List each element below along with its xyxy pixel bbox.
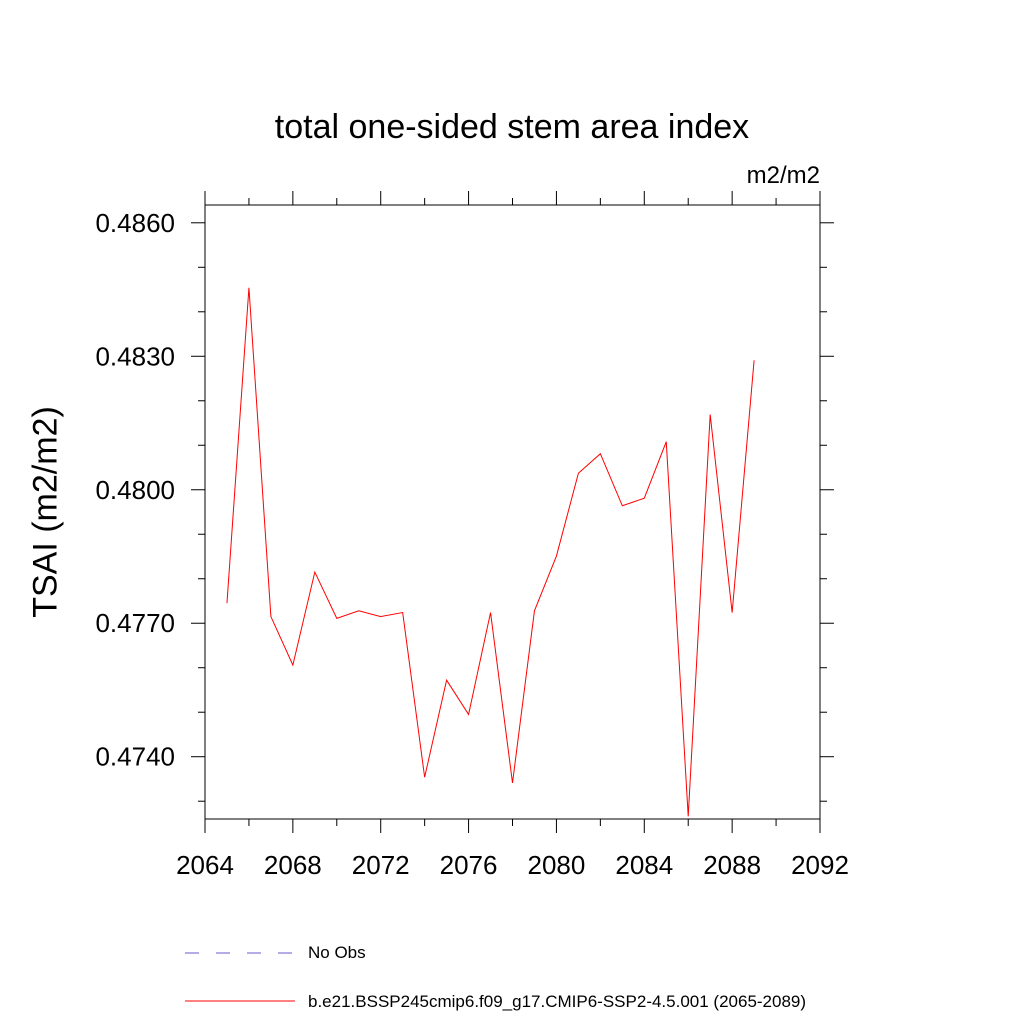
legend-label-series: b.e21.BSSP245cmip6.f09_g17.CMIP6-SSP2-4.…: [308, 992, 807, 1011]
x-axis: 2064 2068 2072 2076 2080 2084 2088 2092: [176, 191, 849, 880]
x-tick-label-2064: 2064: [176, 850, 234, 880]
y-tick-label-0.4800: 0.4800: [95, 475, 175, 505]
y-axis-label: TSAI (m2/m2): [26, 406, 65, 618]
x-tick-label-2080: 2080: [528, 850, 586, 880]
y-tick-label-0.4770: 0.4770: [95, 608, 175, 638]
series-lines: [226, 287, 755, 817]
y-tick-label-0.4860: 0.4860: [95, 208, 175, 238]
x-tick-label-2092: 2092: [791, 850, 849, 880]
plot-frame: [204, 204, 821, 820]
x-tick-label-2072: 2072: [352, 850, 410, 880]
legend: [185, 952, 295, 1002]
x-tick-label-2076: 2076: [440, 850, 498, 880]
x-tick-label-2088: 2088: [703, 850, 761, 880]
legend-label-no-obs: No Obs: [308, 943, 366, 962]
units-label: m2/m2: [746, 162, 820, 189]
x-tick-label-2084: 2084: [615, 850, 673, 880]
series-line-0: [226, 287, 755, 817]
y-axis: 0.4740 0.4770 0.4800 0.4830 0.4860: [95, 208, 834, 802]
chart-title: total one-sided stem area index: [274, 108, 750, 146]
y-tick-label-0.4740: 0.4740: [95, 742, 175, 772]
y-tick-label-0.4830: 0.4830: [95, 341, 175, 371]
x-tick-label-2068: 2068: [264, 850, 322, 880]
